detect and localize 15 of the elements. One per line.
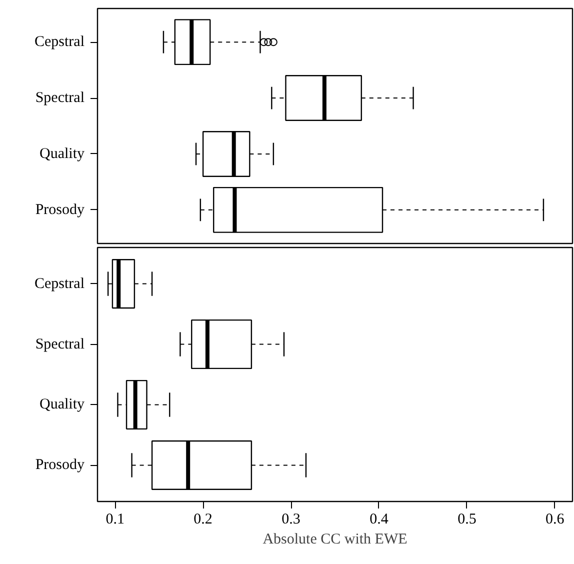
y-tick-label: Quality [40,396,85,413]
x-tick-label: 0.6 [546,512,565,528]
y-tick-label: Cepstral [34,34,85,50]
x-axis-title: Absolute CC with EWE [262,532,408,548]
x-tick-label: 0.1 [106,512,124,528]
y-tick-label: Spectral [35,90,85,106]
y-tick-label: Quality [40,146,85,162]
x-tick-label: 0.2 [194,512,212,528]
y-tick-label: Spectral [35,336,85,352]
y-tick-label: Prosody [35,457,85,474]
x-tick-label: 0.5 [458,512,476,528]
x-tick-label: 0.4 [370,512,389,528]
y-tick-label: Prosody [35,202,85,218]
y-tick-label: Cepstral [34,276,85,292]
x-tick-label: 0.3 [282,512,300,528]
